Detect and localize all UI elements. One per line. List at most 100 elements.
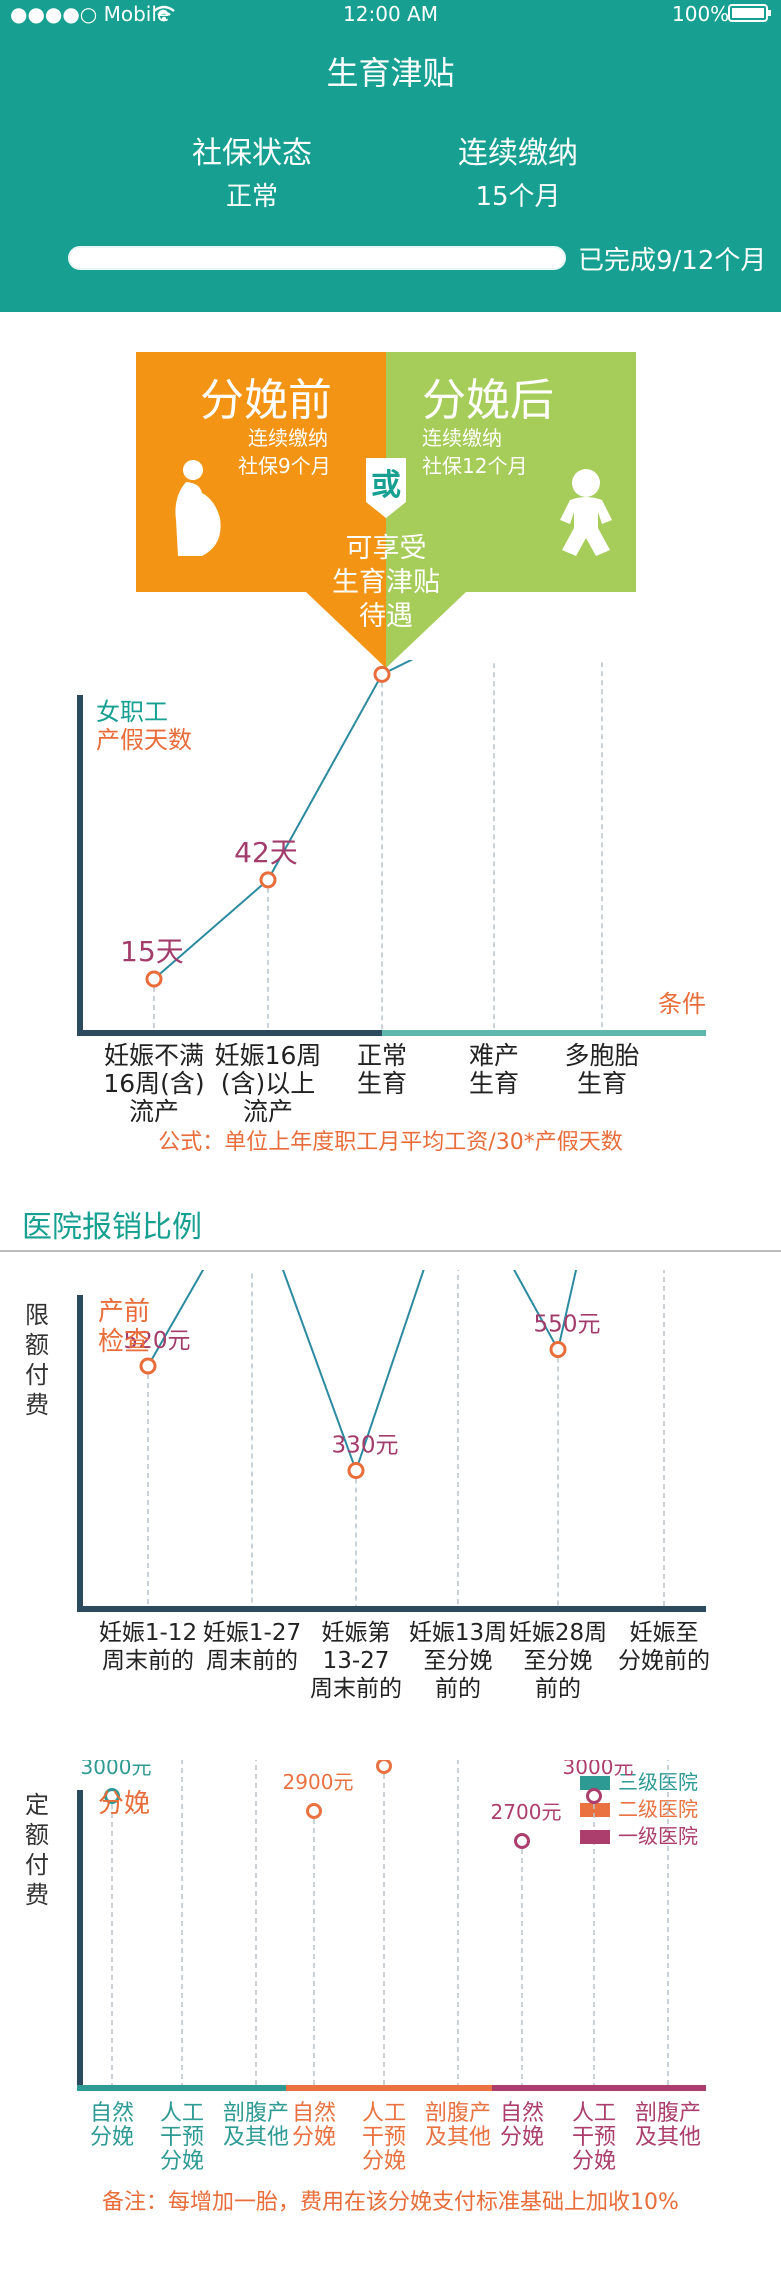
legend-label: 二级医院: [618, 1797, 698, 1821]
before-birth-line2: 社保9个月: [238, 454, 331, 478]
prenatal-ylabel-line1: 产前: [98, 1297, 150, 1327]
leave-tick-label: 生育: [357, 1069, 407, 1098]
leave-data-label: 98天: [348, 660, 412, 663]
prenatal-tick-label: 分娩前的: [618, 1648, 710, 1674]
delivery-tick-label: 分娩: [500, 2125, 544, 2150]
leave-tick-label: 难产: [469, 1041, 519, 1070]
leave-tick-label: 妊娠16周: [215, 1041, 322, 1070]
delivery-tick-label: 自然: [500, 2101, 544, 2126]
hospital-section-title: 医院报销比例: [22, 1210, 202, 1245]
delivery-tick-label: 分娩: [160, 2149, 204, 2174]
leave-series-line: [153, 660, 414, 980]
prenatal-point: [139, 1357, 157, 1375]
delivery-point: [514, 1833, 530, 1849]
prenatal-data-label: 520元: [124, 1328, 191, 1354]
prenatal-ylabel-line2: 检查: [98, 1327, 150, 1357]
benefit-line1: 可享受: [345, 533, 427, 564]
prenatal-tick-label: 妊娠第: [322, 1620, 391, 1646]
app-header: ●●●●○ Mobile 12:00 AM 100% 生育津贴 社保状态 正常 …: [0, 0, 781, 312]
prenatal-data-label: 550元: [534, 1312, 601, 1338]
leave-tick-label: 流产: [243, 1097, 293, 1126]
legend-swatch: [580, 1776, 610, 1790]
leave-tick-label: 妊娠不满: [104, 1041, 204, 1070]
carrier-signal: ●●●●○ Mobile: [10, 2, 170, 26]
prenatal-side-label: 限额付费: [25, 1301, 49, 1419]
benefit-line2: 生育津贴: [332, 567, 440, 598]
after-birth-line2: 社保12个月: [422, 454, 528, 478]
delivery-side-label: 定额付费: [25, 1791, 49, 1909]
prenatal-tick-label: 周末前的: [102, 1648, 194, 1674]
leave-tick-label: 生育: [469, 1069, 519, 1098]
leave-tick-label: 16周(含): [103, 1069, 204, 1098]
prenatal-tick-label: 前的: [435, 1676, 481, 1702]
delivery-tick-label: 自然: [90, 2101, 134, 2126]
delivery-ylabel: 分娩: [98, 1789, 150, 1819]
delivery-point: [376, 1760, 392, 1774]
delivery-tick-label: 人工: [160, 2101, 204, 2126]
leave-xlabel: 条件: [658, 990, 706, 1018]
leave-ylabel-line2: 产假天数: [96, 726, 192, 754]
delivery-point: [306, 1803, 322, 1819]
delivery-tick-label: 及其他: [425, 2125, 491, 2150]
leave-formula: 公式：单位上年度职工月平均工资/30*产假天数: [158, 1130, 623, 1155]
prenatal-tick-label: 妊娠1-12: [99, 1620, 197, 1646]
delivery-data-label: 2900元: [283, 1770, 354, 1794]
prenatal-series-line: [147, 1270, 578, 1474]
prenatal-tick-label: 妊娠13周: [409, 1620, 507, 1646]
after-birth-line1: 连续缴纳: [422, 426, 502, 450]
leave-tick-label: 正常: [357, 1041, 407, 1070]
prenatal-point: [549, 1341, 567, 1358]
benefit-text: 可享受 生育津贴 待遇: [286, 532, 486, 634]
delivery-chart: 3000元自然分娩3300元人工干预分娩4400元剖腹产及其他三级医院2900元…: [77, 1760, 706, 2174]
delivery-note: 备注：每增加一胎，费用在该分娩支付标准基础上加收10%: [102, 2190, 679, 2215]
delivery-tick-label: 干预: [160, 2125, 204, 2150]
baby-icon: [560, 469, 612, 556]
progress-text: 已完成9/12个月: [578, 246, 767, 276]
delivery-tick-label: 分娩: [292, 2125, 336, 2150]
delivery-tick-label: 及其他: [635, 2125, 701, 2150]
prenatal-chart: 520元妊娠1-12周末前的850元妊娠1-27周末前的330元妊娠第13-27…: [77, 1270, 710, 1702]
section-divider: [0, 1250, 781, 1252]
delivery-tick-label: 干预: [572, 2125, 616, 2150]
status-time: 12:00 AM: [343, 2, 438, 26]
leave-tick-label: 多胞胎: [564, 1041, 639, 1070]
continuous-payment-label: 连续缴纳: [458, 136, 578, 171]
legend-swatch: [580, 1803, 610, 1817]
prenatal-tick-label: 妊娠至: [630, 1620, 699, 1646]
progress-fill: [70, 248, 441, 268]
banner-left-panel: [136, 352, 386, 668]
banner-right-panel: [386, 352, 636, 668]
legend-label: 一级医院: [618, 1824, 698, 1848]
delivery-tick-label: 分娩: [362, 2149, 406, 2174]
delivery-tick-label: 剖腹产: [223, 2101, 289, 2126]
legend-label: 三级医院: [618, 1770, 698, 1794]
leave-point: [145, 970, 163, 988]
leave-data-label: 15天: [120, 935, 184, 968]
legend-swatch: [580, 1830, 610, 1844]
or-badge: [366, 458, 406, 518]
before-birth-title: 分娩前: [200, 375, 332, 426]
prenatal-tick-label: 至分娩: [424, 1648, 493, 1674]
delivery-tick-label: 分娩: [90, 2125, 134, 2150]
delivery-data-label: 3000元: [81, 1760, 152, 1779]
leave-point: [259, 871, 277, 889]
prenatal-data-label: 330元: [332, 1433, 399, 1459]
delivery-tick-label: 剖腹产: [425, 2101, 491, 2126]
delivery-tick-label: 剖腹产: [635, 2101, 701, 2126]
prenatal-tick-label: 周末前的: [310, 1676, 402, 1702]
prenatal-tick-label: 前的: [535, 1676, 581, 1702]
page-title: 生育津贴: [326, 54, 455, 92]
prenatal-tick-label: 妊娠28周: [509, 1620, 607, 1646]
leave-chart: 15天妊娠不满16周(含)流产42天妊娠16周(含)以上流产98天正常生育98+…: [77, 660, 706, 1126]
pregnant-woman-icon: [175, 460, 221, 556]
delivery-tick-label: 人工: [362, 2101, 406, 2126]
delivery-data-label: 3000元: [563, 1760, 634, 1779]
wifi-icon: [152, 5, 176, 27]
prenatal-tick-label: 13-27: [323, 1648, 390, 1674]
leave-point: [373, 665, 391, 683]
or-text: 或: [371, 468, 401, 503]
continuous-payment-value: 15个月: [475, 182, 561, 212]
prenatal-point: [347, 1462, 365, 1479]
delivery-tick-label: 干预: [362, 2125, 406, 2150]
prenatal-tick-label: 周末前的: [206, 1648, 298, 1674]
